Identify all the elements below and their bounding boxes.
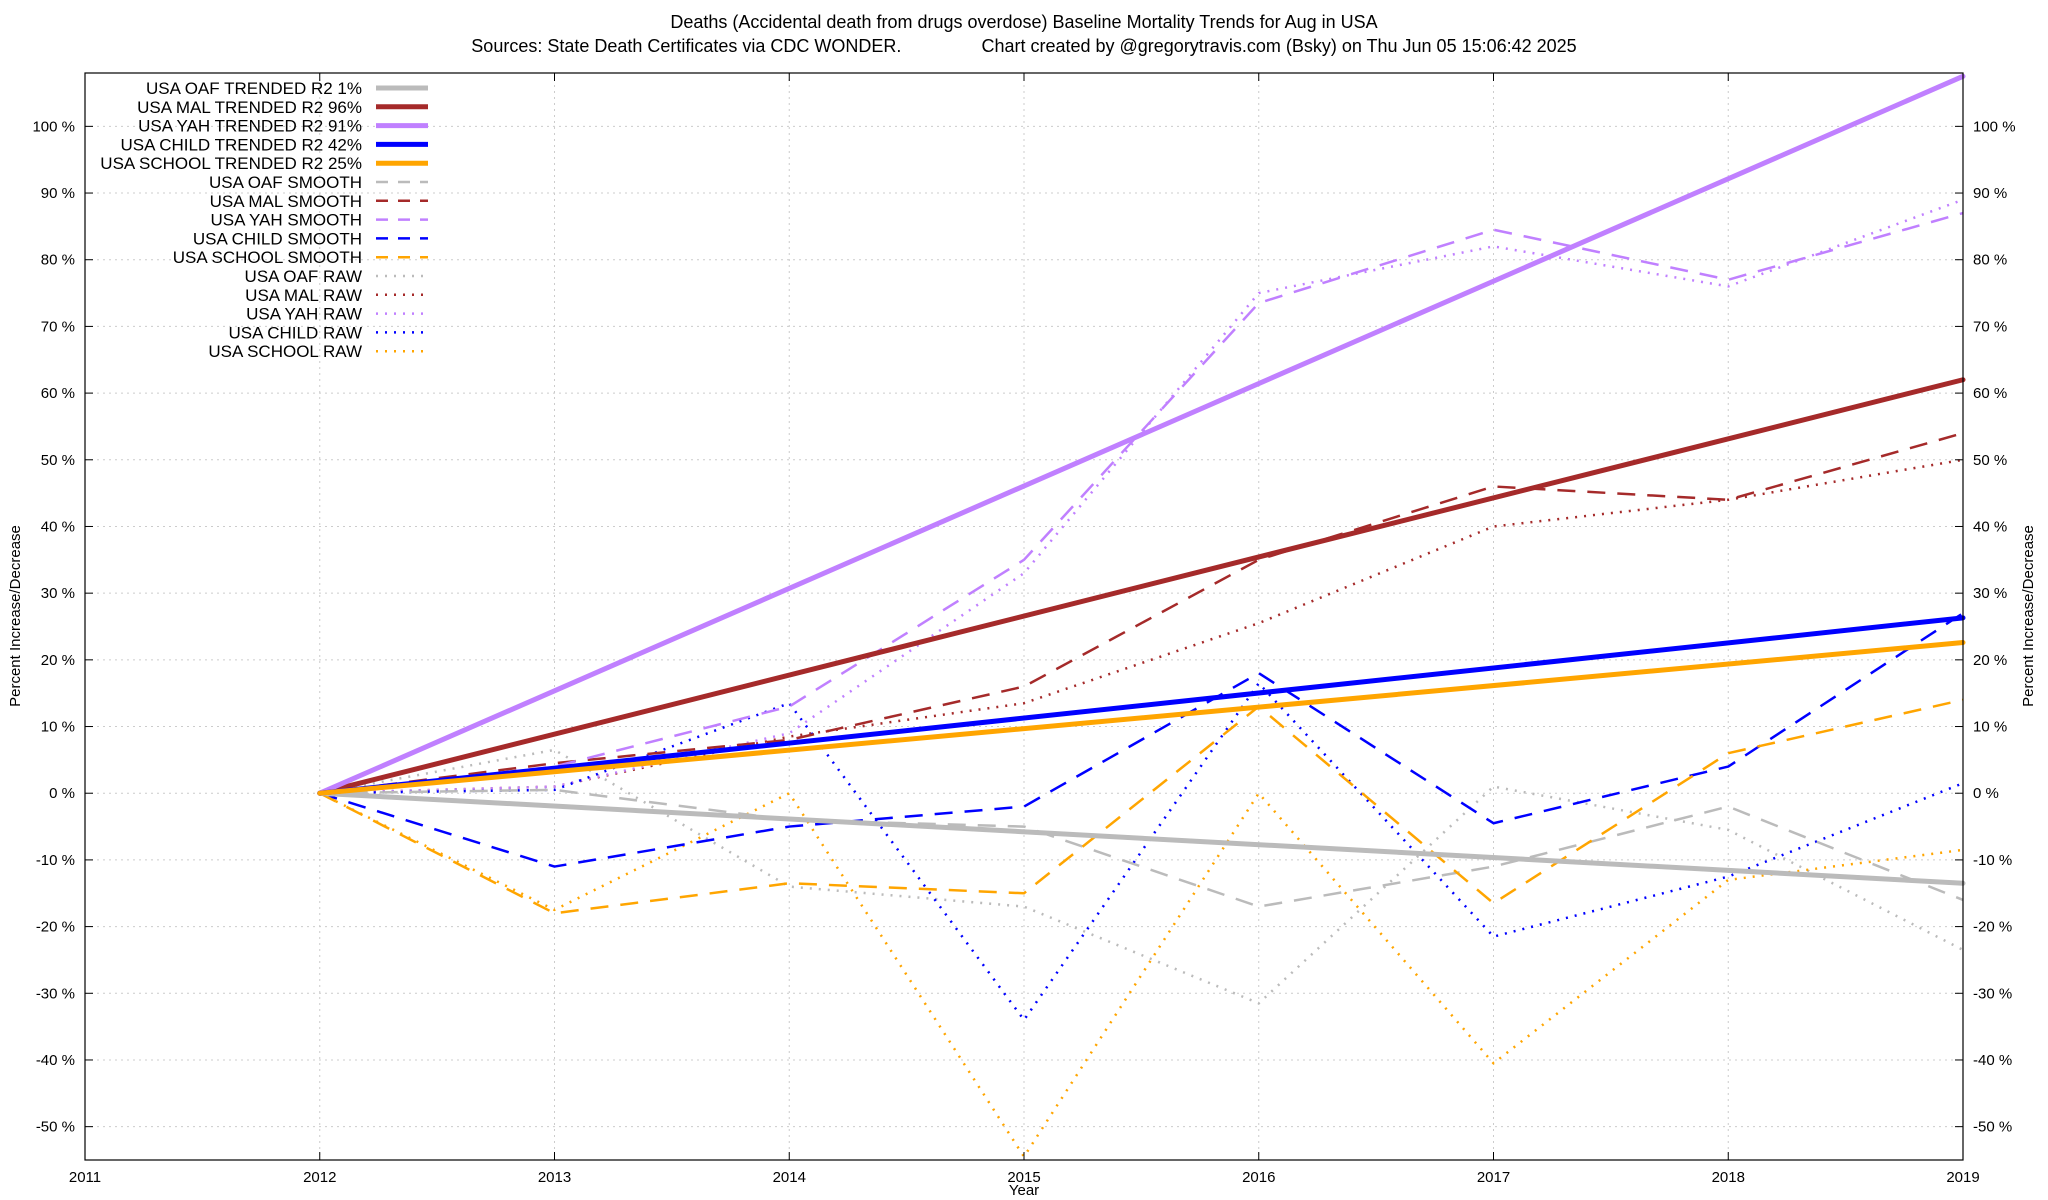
chart-title: Deaths (Accidental death from drugs over… — [670, 12, 1377, 32]
series-line-usa-child-smooth — [319, 612, 1964, 868]
series-line-usa-yah-trended-r2-91 — [317, 73, 1966, 796]
series-line-usa-oaf-trended-r2-1 — [317, 790, 1966, 886]
y-tick-label-left: 100 % — [32, 118, 75, 135]
y-tick-label-right: 30 % — [1973, 585, 2007, 602]
legend-label: USA SCHOOL TRENDED R2 25% — [100, 154, 362, 173]
legend-label: USA YAH RAW — [246, 305, 362, 324]
y-tick-label-right: -50 % — [1973, 1119, 2012, 1136]
series-line-usa-oaf-smooth — [319, 788, 1964, 908]
legend-label: USA YAH TRENDED R2 91% — [138, 117, 362, 136]
legend-label: USA MAL RAW — [245, 286, 362, 305]
x-axis-label: Year — [1009, 1182, 1039, 1199]
y-tick-label-left: 90 % — [41, 185, 75, 202]
series-line-usa-yah-smooth — [319, 211, 1964, 795]
y-axis-label-right: Percent Increase/Decrease — [2020, 525, 2037, 707]
series-line-usa-school-trended-r2-25 — [317, 640, 1966, 796]
x-tick-label: 2015 — [1007, 1169, 1040, 1186]
x-tick-label: 2011 — [69, 1169, 101, 1186]
y-tick-label-right: 20 % — [1973, 652, 2007, 669]
legend-label: USA MAL SMOOTH — [210, 192, 362, 211]
y-tick-label-right: 70 % — [1973, 318, 2007, 335]
series-line-usa-mal-raw — [319, 458, 1964, 795]
y-tick-label-left: 20 % — [41, 652, 75, 669]
legend-label: USA CHILD RAW — [228, 323, 362, 342]
series-line-usa-oaf-raw — [319, 748, 1964, 1005]
series-line-usa-school-smooth — [319, 698, 1964, 915]
y-tick-label-right: 60 % — [1973, 385, 2007, 402]
legend-label: USA SCHOOL SMOOTH — [173, 248, 362, 267]
y-tick-label-left: 80 % — [41, 252, 75, 269]
y-tick-label-right: 90 % — [1973, 185, 2007, 202]
y-tick-label-left: 0 % — [49, 785, 75, 802]
legend-label: USA CHILD SMOOTH — [193, 229, 362, 248]
y-tick-label-right: 10 % — [1973, 719, 2007, 736]
y-tick-label-right: 100 % — [1973, 118, 2016, 135]
series-line-usa-mal-smooth — [319, 431, 1964, 795]
x-tick-label: 2019 — [1946, 1169, 1979, 1186]
legend-label: USA OAF TRENDED R2 1% — [146, 79, 362, 98]
y-tick-label-left: 30 % — [41, 585, 75, 602]
series-layer — [317, 73, 1966, 1158]
legend-label: USA OAF RAW — [245, 267, 362, 286]
legend-label: USA OAF SMOOTH — [209, 173, 362, 192]
y-tick-label-left: 50 % — [41, 452, 75, 469]
y-tick-label-left: -20 % — [36, 919, 75, 936]
series-line-usa-school-raw — [319, 791, 1964, 1158]
y-tick-label-left: -10 % — [36, 852, 75, 869]
y-tick-label-left: 70 % — [41, 318, 75, 335]
x-tick-label: 2012 — [303, 1169, 336, 1186]
y-tick-label-left: -50 % — [36, 1119, 75, 1136]
legend-label: USA SCHOOL RAW — [208, 342, 362, 361]
y-tick-label-right: -10 % — [1973, 852, 2012, 869]
y-tick-label-left: 60 % — [41, 385, 75, 402]
legend-label: USA MAL TRENDED R2 96% — [137, 98, 362, 117]
y-axis-label-left: Percent Increase/Decrease — [7, 525, 24, 707]
y-tick-label-left: -40 % — [36, 1052, 75, 1069]
y-tick-label-right: 40 % — [1973, 518, 2007, 535]
x-tick-label: 2013 — [538, 1169, 571, 1186]
y-tick-label-left: -30 % — [36, 985, 75, 1002]
tick-layer: 2011 2012 2013 2014 2015 2016 2017 2018 2019 100 … — [32, 73, 2016, 1186]
legend-label: USA CHILD TRENDED R2 42% — [120, 135, 362, 154]
legend-label: USA YAH SMOOTH — [211, 211, 362, 230]
y-tick-label-right: -30 % — [1973, 985, 2012, 1002]
chart-subtitle: Sources: State Death Certificates via CD… — [471, 36, 1576, 56]
x-tick-label: 2018 — [1712, 1169, 1745, 1186]
y-tick-label-right: 0 % — [1973, 785, 1999, 802]
y-tick-label-right: 50 % — [1973, 452, 2007, 469]
legend: USA OAF TRENDED R2 1%USA MAL TRENDED R2 … — [100, 79, 428, 361]
series-line-usa-mal-trended-r2-96 — [317, 377, 1966, 796]
y-tick-label-left: 40 % — [41, 518, 75, 535]
y-tick-label-right: 80 % — [1973, 252, 2007, 269]
x-tick-label: 2016 — [1242, 1169, 1275, 1186]
y-tick-label-left: 10 % — [41, 719, 75, 736]
series-line-usa-child-raw — [319, 681, 1964, 1022]
y-tick-label-right: -20 % — [1973, 919, 2012, 936]
y-tick-label-right: -40 % — [1973, 1052, 2012, 1069]
series-line-usa-child-trended-r2-42 — [317, 615, 1966, 796]
x-tick-label: 2014 — [773, 1169, 806, 1186]
x-tick-label: 2017 — [1477, 1169, 1510, 1186]
